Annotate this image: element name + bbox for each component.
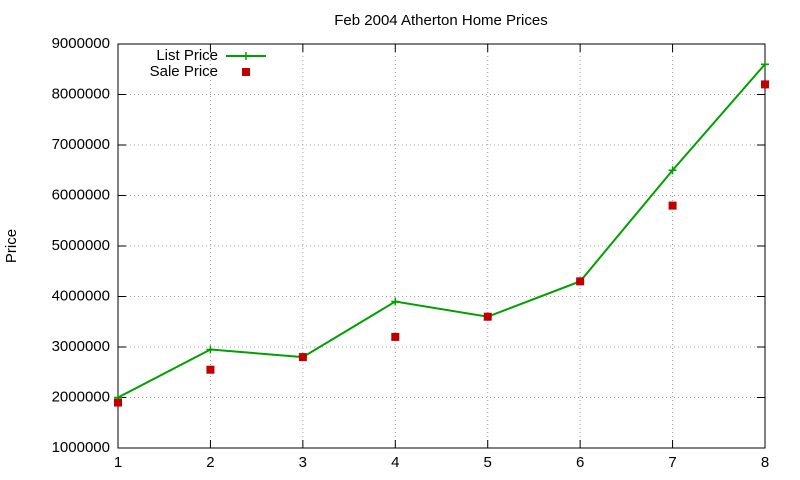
x-tick-label: 1	[114, 454, 122, 471]
point	[761, 80, 769, 89]
legend-key	[242, 52, 250, 60]
y-tick-label: 8000000	[52, 85, 110, 102]
y-tick-label: 4000000	[52, 287, 110, 304]
point	[576, 277, 585, 286]
legend-label: Sale Price	[150, 63, 218, 80]
x-tick-label: 5	[484, 454, 492, 471]
point	[298, 353, 307, 362]
point	[206, 365, 215, 374]
point	[668, 166, 677, 175]
plot-frame	[117, 43, 766, 449]
point	[391, 297, 400, 306]
y-tick-label: 9000000	[52, 35, 110, 52]
legend-key	[242, 68, 250, 76]
line	[117, 63, 766, 399]
chart-title: Feb 2004 Atherton Home Prices	[334, 12, 547, 29]
point	[391, 332, 400, 341]
legend-label: List Price	[156, 47, 218, 64]
y-tick-label: 2000000	[52, 388, 110, 405]
y-tick-label: 7000000	[52, 136, 110, 153]
x-tick-label: 7	[668, 454, 676, 471]
y-tick-label: 3000000	[52, 338, 110, 355]
x-tick-label: 4	[391, 454, 399, 471]
point	[668, 201, 677, 210]
point	[761, 60, 769, 69]
point	[206, 345, 215, 354]
x-tick-label: 6	[576, 454, 584, 471]
y-tick-label: 1000000	[52, 439, 110, 456]
y-axis-label: Price	[3, 229, 20, 263]
point	[114, 398, 122, 407]
x-tick-label: 8	[761, 454, 769, 471]
y-tick-label: 5000000	[52, 237, 110, 254]
y-tick-label: 6000000	[52, 186, 110, 203]
x-tick-label: 3	[299, 454, 307, 471]
x-tick-label: 2	[206, 454, 214, 471]
point	[483, 312, 492, 321]
